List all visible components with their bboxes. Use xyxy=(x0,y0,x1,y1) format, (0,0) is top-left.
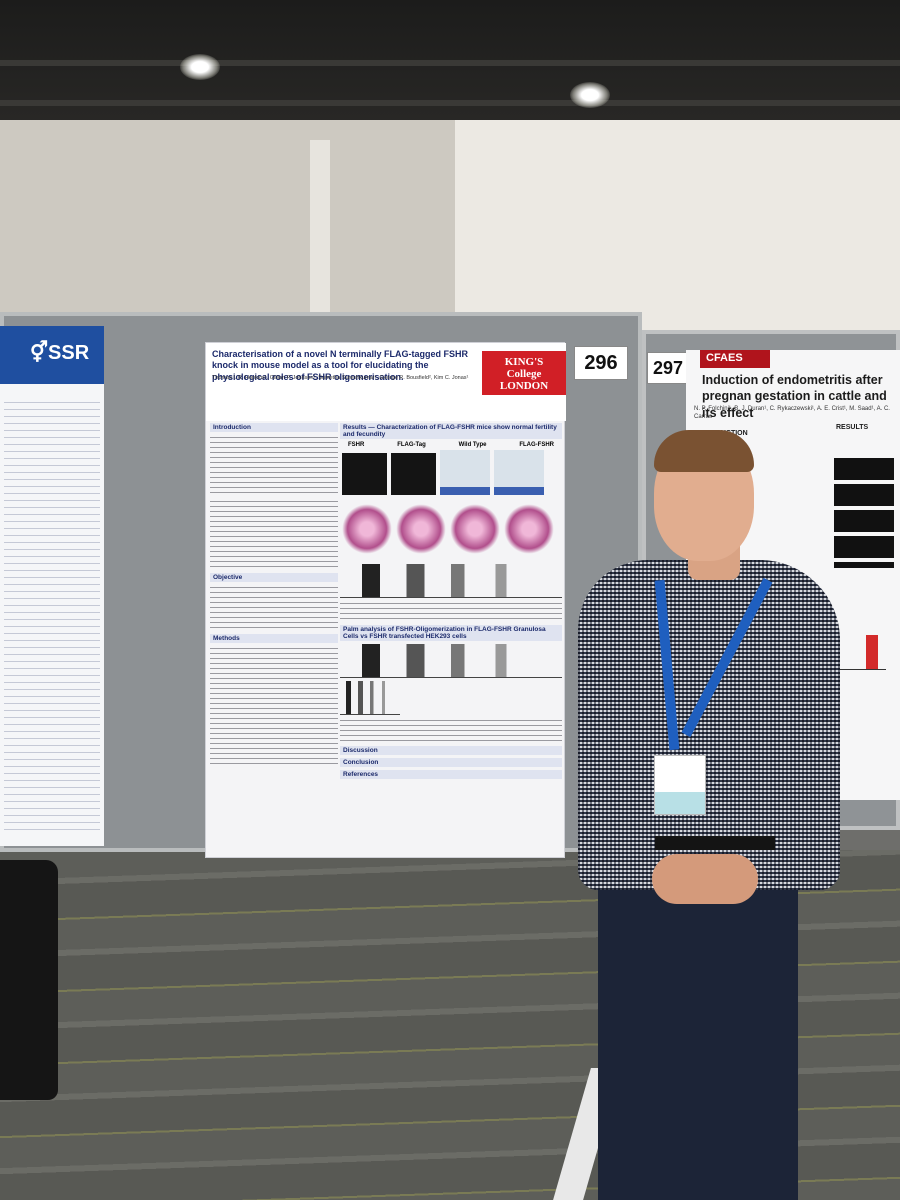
col-label-wt: Wild Type xyxy=(458,442,487,448)
gel-image xyxy=(342,453,387,495)
col-label-flag: FLAG-FSHR xyxy=(519,442,554,448)
results-label: Results xyxy=(343,424,367,431)
intro-text xyxy=(210,435,338,495)
cfaes-logo: CFAES xyxy=(700,350,770,368)
cfaes-results-label: RESULTS xyxy=(836,424,869,431)
ssr-logo: ⚥SSR xyxy=(0,326,104,384)
section-conclusion: Conclusion xyxy=(340,758,562,767)
histology-image xyxy=(450,504,500,554)
section-introduction: Introduction xyxy=(210,423,338,432)
figure-labels: FSHR FLAG-Tag Wild Type FLAG-FSHR xyxy=(340,442,562,448)
gel-image xyxy=(391,453,436,495)
histology-image xyxy=(342,504,392,554)
partial-person-left xyxy=(0,860,58,1100)
bar-chart-figure xyxy=(340,644,562,678)
cfaes-poster-title: Induction of endometritis after pregnan … xyxy=(702,373,887,420)
logo-line-3: LONDON xyxy=(499,380,549,393)
poster-number-297: 297 xyxy=(647,352,689,384)
figure-row-1 xyxy=(340,448,562,502)
cfaes-bar-chart xyxy=(836,620,886,670)
ultrasound-images xyxy=(834,458,894,568)
kings-college-logo: KING'S College LONDON xyxy=(482,351,566,395)
person-clasped-hands xyxy=(652,854,758,904)
cfaes-poster-authors: N. P. Folchini¹, B. J. Duran¹, C. Rykacz… xyxy=(694,406,890,420)
poster-left-column: Introduction Objective Methods xyxy=(210,423,338,843)
gel-label-flag: FLAG-Tag xyxy=(397,442,426,448)
logo-line-1: KING'S xyxy=(504,356,544,368)
poster-authors: Thomas I. R. Hopkins¹, Gillian P. Johnso… xyxy=(212,375,469,381)
person-pants xyxy=(598,850,798,1200)
uterus-image xyxy=(494,450,544,495)
name-badge xyxy=(654,755,706,815)
ceiling-light xyxy=(570,82,610,108)
palm-heading: Palm analysis of FSHR-Oligomerization in… xyxy=(340,625,562,641)
section-references: References xyxy=(340,770,562,779)
poster-number-296: 296 xyxy=(574,346,628,380)
section-results: Results — Characterization of FLAG-FSHR … xyxy=(340,423,562,439)
poster-header: Characterisation of a novel N terminally… xyxy=(206,343,566,421)
gel-label-fshr: FSHR xyxy=(348,442,365,448)
ssr-poster: ⚥SSR xyxy=(0,326,104,846)
poster-title: Characterisation of a novel N terminally… xyxy=(212,349,469,382)
ssr-poster-content xyxy=(4,396,100,836)
histology-image xyxy=(504,504,554,554)
wall-pillar xyxy=(310,140,330,330)
poster-right-column: Results — Characterization of FLAG-FSHR … xyxy=(340,423,562,843)
logo-line-2: College xyxy=(506,368,542,381)
figure-caption xyxy=(340,601,562,621)
ceiling-beam xyxy=(0,100,900,106)
main-poster: Characterisation of a novel N terminally… xyxy=(205,342,566,858)
methods-text xyxy=(210,646,338,766)
person-hair xyxy=(654,430,754,472)
back-wall-right xyxy=(455,120,900,350)
ceiling-light xyxy=(180,54,220,80)
bar-chart-figure xyxy=(340,681,400,715)
palm-caption xyxy=(340,718,562,742)
uterus-image xyxy=(440,450,490,495)
section-discussion: Discussion xyxy=(340,746,562,755)
person-belt xyxy=(655,836,775,850)
intro-text xyxy=(210,499,338,569)
bar-chart-figure xyxy=(340,564,562,598)
person-checkered-shirt xyxy=(578,560,840,890)
section-objective: Objective xyxy=(210,573,338,582)
figure-row-2 xyxy=(340,502,562,561)
results-heading: Characterization of FLAG-FSHR mice show … xyxy=(343,424,557,438)
section-methods: Methods xyxy=(210,634,338,643)
badge-strip xyxy=(655,792,705,814)
histology-image xyxy=(396,504,446,554)
objective-text xyxy=(210,585,338,630)
ceiling-beam xyxy=(0,60,900,66)
bar xyxy=(866,635,878,669)
